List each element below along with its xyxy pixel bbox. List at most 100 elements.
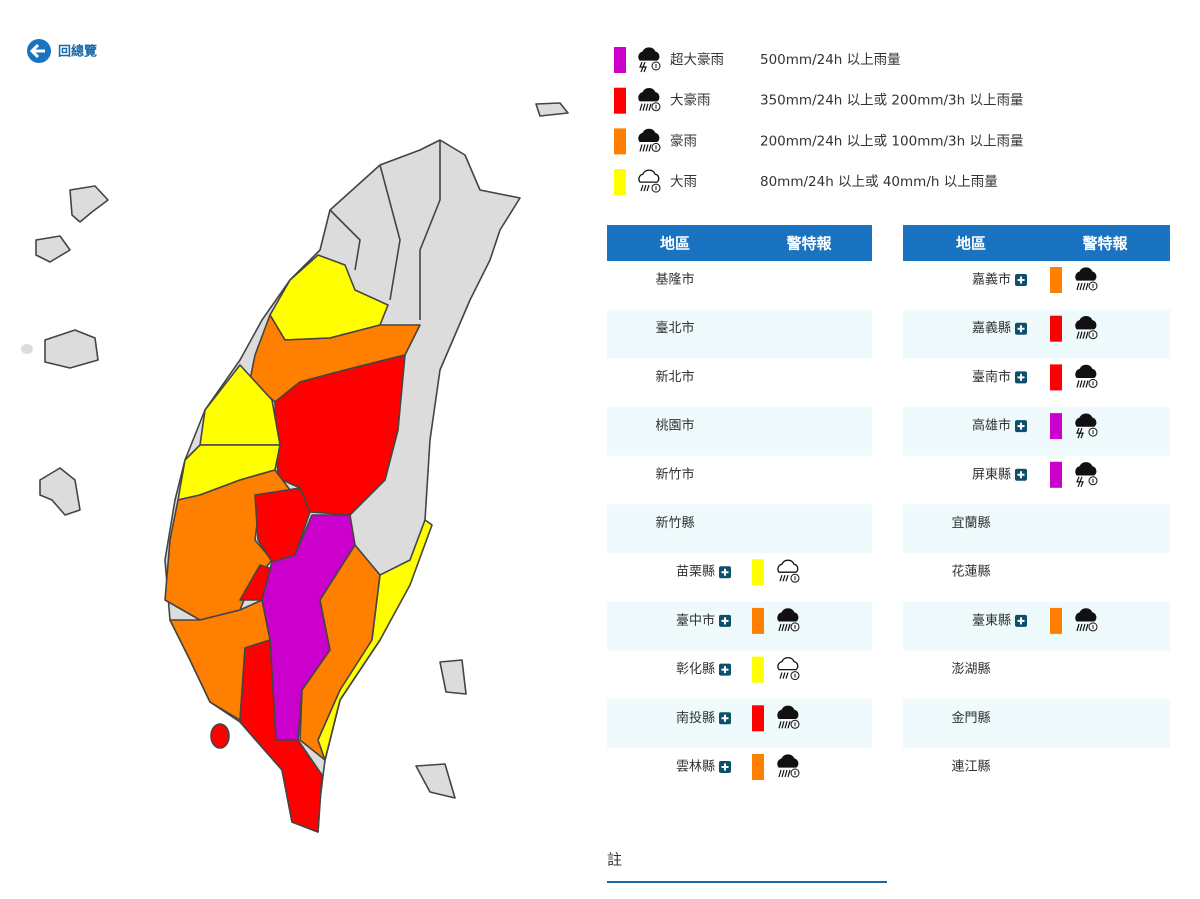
cloud: [638, 169, 660, 183]
island: [439, 659, 467, 695]
legend-label: 豪雨: [670, 133, 697, 149]
weather-icon: [638, 88, 661, 112]
plus-sign: [721, 568, 729, 576]
detail-button[interactable]: [719, 712, 731, 725]
rain: [778, 623, 791, 632]
warning-swatch: [1050, 461, 1062, 488]
weather-icon: [1075, 413, 1098, 439]
detail-button[interactable]: [1015, 274, 1027, 286]
region-name: 雲林縣: [676, 760, 715, 775]
plus-sign: [721, 666, 729, 674]
region-name: 臺南市: [972, 369, 1011, 385]
detail-button[interactable]: [1015, 614, 1027, 627]
region-name: 澎湖縣: [951, 662, 990, 677]
island: [415, 763, 456, 799]
island: [21, 344, 33, 354]
weather-icon: [638, 47, 661, 73]
legend-swatch: [614, 87, 626, 114]
detail-button[interactable]: [719, 761, 731, 773]
cloud: [1075, 316, 1097, 330]
weather-icon: [638, 169, 661, 193]
warning-swatch: [1050, 413, 1062, 440]
island: [69, 185, 109, 223]
warning-swatch: [752, 754, 764, 780]
weather-icon: [1075, 364, 1098, 388]
region-name: 屏東縣: [972, 466, 1011, 482]
plus-sign: [721, 714, 729, 722]
cloud: [777, 559, 799, 573]
region-name: 嘉義市: [972, 272, 1011, 288]
island: [35, 235, 71, 263]
weather-icon: [777, 608, 800, 632]
row-bg: [607, 601, 872, 651]
rain: [1076, 331, 1089, 339]
cloud: [777, 705, 799, 719]
plus-sign: [1017, 422, 1025, 430]
detail-button[interactable]: [1015, 371, 1027, 384]
lightning: [639, 61, 647, 73]
weather-icon: [777, 656, 800, 681]
weather-icon: [1075, 267, 1098, 291]
cloud: [1075, 608, 1097, 622]
detail-button[interactable]: [719, 566, 731, 579]
row-bg: [607, 699, 872, 748]
plus-sign: [721, 763, 729, 771]
map: [21, 102, 569, 833]
region-name: 基隆市: [655, 272, 694, 288]
cloud: [777, 608, 799, 622]
rain: [1076, 380, 1089, 388]
row-bg: [607, 309, 872, 359]
back-arrow: [29, 43, 45, 59]
cloud: [1075, 413, 1097, 427]
region: [239, 639, 323, 833]
cloud: [638, 128, 660, 143]
back-link[interactable]: 回總覽: [27, 39, 97, 63]
row-bg: [903, 309, 1170, 359]
detail-button[interactable]: [1015, 468, 1027, 481]
detail-button[interactable]: [1015, 322, 1027, 335]
back-text[interactable]: 回總覽: [58, 44, 97, 60]
region-name: 宜蘭縣: [951, 515, 990, 531]
weather-icon: [638, 128, 661, 152]
warning-swatch: [1050, 267, 1062, 293]
cloud: [638, 47, 660, 61]
region-name: 新北市: [655, 369, 694, 385]
warning-swatch: [1050, 315, 1062, 342]
row-bg: [903, 601, 1170, 651]
legend-swatch: [614, 169, 626, 196]
row-bg: [903, 407, 1170, 456]
detail-button[interactable]: [719, 663, 731, 676]
region-name: 金門縣: [951, 710, 990, 726]
plus-sign: [1017, 325, 1025, 333]
warning-swatch: [752, 705, 764, 732]
region: [274, 354, 406, 516]
region-name: 連江縣: [951, 760, 990, 775]
note: 註: [607, 851, 622, 869]
rain: [778, 721, 791, 729]
weather-icon: [1075, 462, 1098, 488]
plus-sign: [1017, 617, 1025, 625]
region-name: 新竹市: [655, 466, 694, 482]
cloud: [638, 88, 660, 102]
detail-button[interactable]: [719, 614, 731, 627]
island: [535, 102, 569, 117]
region-name: 嘉義縣: [972, 320, 1011, 336]
plus-sign: [721, 617, 729, 625]
warning-swatch: [752, 607, 764, 634]
cloud: [1075, 364, 1097, 379]
row-bg: [903, 504, 1170, 554]
region-name: 臺中市: [676, 612, 715, 628]
region-name: 苗栗縣: [676, 565, 715, 580]
detail-button[interactable]: [1015, 420, 1027, 433]
region-name: 新竹縣: [655, 515, 694, 531]
cloud: [1075, 462, 1097, 476]
warning-swatch: [752, 656, 764, 683]
header-cell: 地區: [660, 235, 690, 253]
lightning: [1076, 427, 1084, 439]
row-bg: [607, 504, 872, 554]
region-name: 南投縣: [676, 710, 715, 726]
lightning: [1076, 476, 1084, 488]
rain: [1076, 623, 1089, 632]
rain: [1076, 282, 1089, 291]
rain: [778, 769, 791, 778]
